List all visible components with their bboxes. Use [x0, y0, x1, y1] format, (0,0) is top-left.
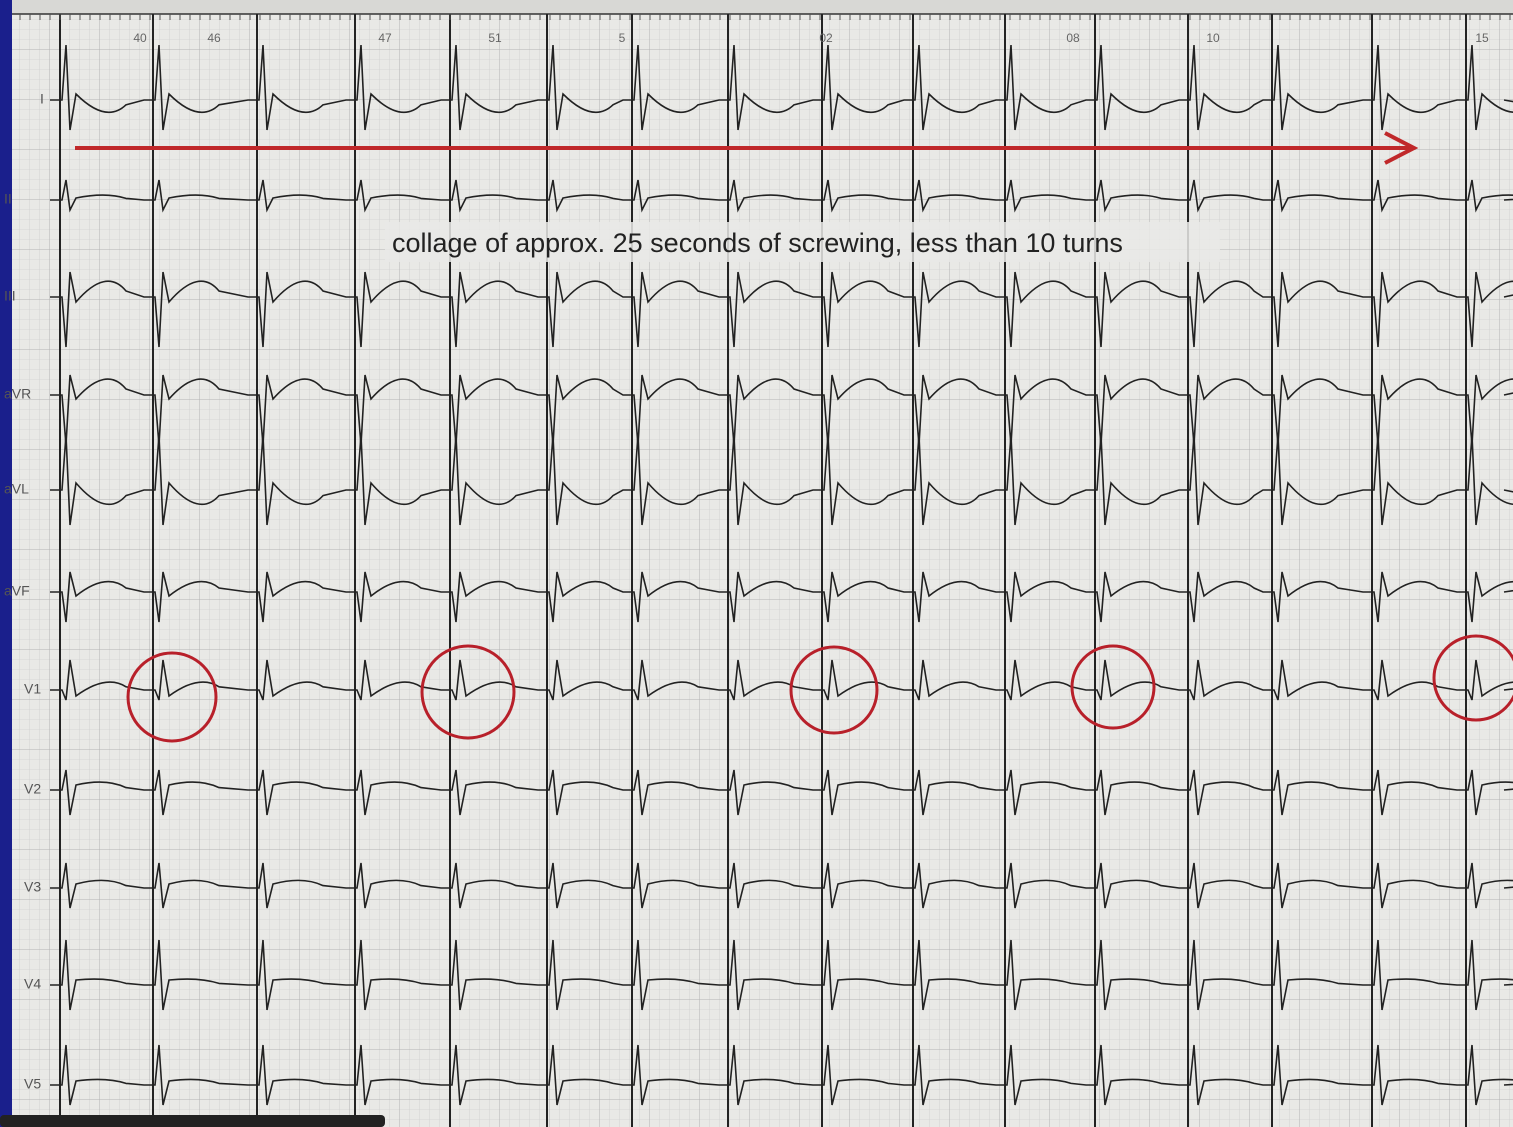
time-mark: 5: [619, 31, 626, 45]
annotation: collage of approx. 25 seconds of screwin…: [392, 228, 1123, 258]
ruler: [12, 0, 1513, 14]
time-mark: 08: [1066, 31, 1080, 45]
lead-label: aVL: [4, 481, 29, 497]
time-mark: 15: [1475, 31, 1489, 45]
time-mark: 46: [207, 31, 221, 45]
lead-label: aVF: [4, 583, 30, 599]
time-mark: 40: [133, 31, 147, 45]
time-mark: 10: [1206, 31, 1220, 45]
lead-label: I: [40, 91, 44, 107]
time-mark: 02: [819, 31, 833, 45]
ecg-screen: 40464751502081015IIIIIIaVRaVLaVFV1V2V3V4…: [0, 0, 1513, 1127]
time-mark: 51: [488, 31, 502, 45]
lead-label: V5: [24, 1076, 41, 1092]
time-mark: 47: [378, 31, 392, 45]
lead-label: aVR: [4, 386, 31, 402]
lead-label: V3: [24, 879, 41, 895]
lead-label: III: [4, 288, 16, 304]
lead-label: V4: [24, 976, 41, 992]
page: 40464751502081015IIIIIIaVRaVLaVFV1V2V3V4…: [0, 0, 1513, 1127]
lead-label: V2: [24, 781, 41, 797]
bottom-bar: [0, 1115, 385, 1127]
lead-label: V1: [24, 681, 41, 697]
grid: [12, 0, 1513, 1127]
lead-label: II: [4, 191, 12, 207]
